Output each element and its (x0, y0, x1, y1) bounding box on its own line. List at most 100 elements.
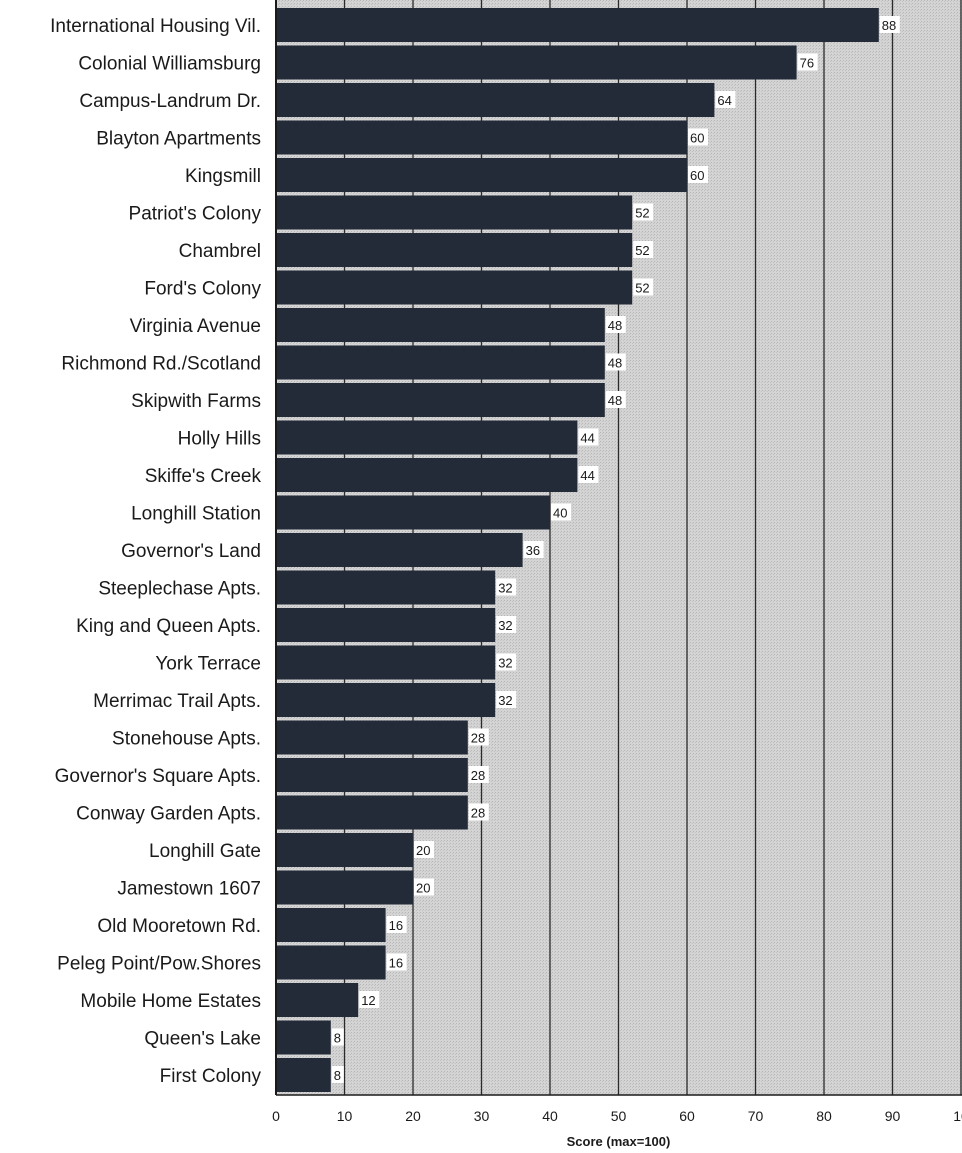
x-tick-label: 70 (748, 1108, 764, 1124)
bar (276, 270, 633, 305)
data-label-background (605, 316, 626, 333)
data-label-background (797, 53, 818, 71)
data-label: 28 (471, 731, 485, 746)
data-label: 52 (635, 243, 649, 258)
bar (276, 8, 879, 42)
bar (276, 233, 633, 267)
bar (276, 308, 605, 342)
data-label-background (331, 1066, 344, 1083)
x-tick-label: 20 (405, 1108, 421, 1124)
category-label: Kingsmill (185, 166, 261, 187)
data-label: 64 (717, 93, 731, 108)
bar (276, 870, 413, 905)
category-label: Longhill Station (131, 504, 261, 525)
x-axis-title: Score (max=100) (567, 1134, 671, 1149)
x-axis: 0 10 20 30 40 50 60 70 80 90 10 (272, 0, 962, 1124)
bar (276, 83, 715, 117)
bar (276, 495, 550, 530)
data-label-background (633, 278, 654, 296)
data-label-background (468, 728, 489, 746)
data-label: 8 (334, 1031, 341, 1046)
data-label: 52 (635, 281, 649, 296)
data-label: 32 (498, 581, 512, 596)
bar (276, 158, 687, 192)
data-label: 32 (498, 693, 512, 708)
category-label: Skiffe's Creek (145, 466, 262, 487)
data-label: 28 (471, 768, 485, 783)
bar (276, 45, 797, 80)
category-label: Steeplechase Apts. (98, 579, 261, 600)
category-label: Old Mooretown Rd. (97, 916, 261, 937)
category-label: Virginia Avenue (130, 316, 261, 337)
category-label: International Housing Vil. (50, 16, 261, 37)
data-label: 16 (389, 956, 403, 971)
data-label-background (496, 616, 517, 633)
bar (276, 608, 496, 642)
data-label-background (879, 16, 900, 33)
data-label-background (386, 916, 407, 933)
data-label-background (551, 503, 571, 521)
data-label-background (386, 953, 407, 971)
x-tick-label: 30 (474, 1108, 490, 1124)
data-label: 88 (882, 18, 896, 33)
data-label-background (605, 391, 626, 408)
bar (276, 758, 468, 792)
bar (276, 945, 386, 980)
category-label: Queen's Lake (144, 1029, 261, 1050)
data-label: 16 (389, 918, 403, 933)
data-labels: 8876646060525252484848444440363232323228… (331, 16, 900, 1083)
category-label: Chambrel (179, 241, 261, 262)
data-label: 8 (334, 1068, 341, 1083)
data-label-background (715, 91, 736, 108)
data-label-background (359, 991, 380, 1008)
data-label: 44 (580, 468, 594, 483)
x-tick-label: 10 (953, 1108, 962, 1124)
data-label: 48 (608, 318, 622, 333)
category-label: Stonehouse Apts. (112, 729, 261, 750)
x-tick-label: 60 (679, 1108, 695, 1124)
data-label-background (468, 766, 489, 783)
bar (276, 833, 413, 867)
category-label: Governor's Square Apts. (55, 766, 261, 787)
category-label: King and Queen Apts. (76, 616, 261, 637)
category-label: Jamestown 1607 (117, 879, 261, 900)
bar (276, 458, 578, 492)
x-tick-label: 10 (337, 1108, 353, 1124)
x-tick-label: 0 (272, 1108, 280, 1124)
data-label-background (688, 166, 708, 183)
data-label-background (468, 803, 489, 821)
data-label: 28 (471, 806, 485, 821)
bar (276, 420, 578, 455)
data-label: 52 (635, 206, 649, 221)
category-label: Colonial Williamsburg (78, 54, 261, 75)
data-label: 48 (608, 356, 622, 371)
bar (276, 195, 633, 230)
category-label: Holly Hills (178, 429, 261, 450)
data-label: 20 (416, 843, 430, 858)
data-label-background (414, 878, 434, 896)
category-label: Peleg Point/Pow.Shores (57, 954, 261, 975)
bar (276, 1020, 331, 1055)
x-tick-label: 90 (885, 1108, 901, 1124)
category-label: Campus-Landrum Dr. (79, 91, 261, 112)
bar (276, 120, 687, 155)
bar (276, 1058, 331, 1092)
bar (276, 345, 605, 380)
data-label: 44 (580, 431, 594, 446)
data-label-background (578, 428, 599, 446)
data-label-background (523, 541, 544, 558)
data-label: 32 (498, 656, 512, 671)
data-label: 48 (608, 393, 622, 408)
data-label-background (688, 128, 708, 146)
data-label-background (578, 466, 599, 483)
category-label: Blayton Apartments (96, 129, 261, 150)
data-label: 36 (526, 543, 540, 558)
category-label: Merrimac Trail Apts. (93, 691, 261, 712)
data-label-background (496, 578, 517, 596)
category-label: Skipwith Farms (131, 391, 261, 412)
data-label-background (633, 241, 654, 258)
data-label-background (496, 653, 517, 671)
data-label-background (414, 841, 434, 858)
data-label: 76 (800, 56, 814, 71)
